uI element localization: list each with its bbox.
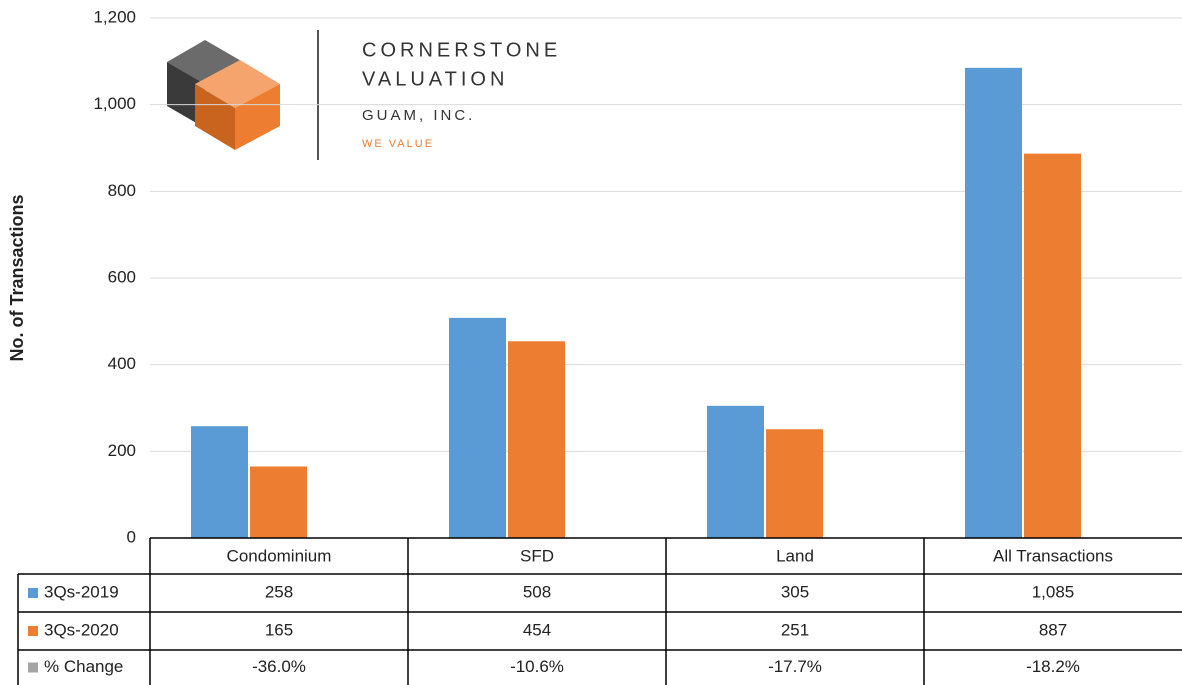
- table-cell: -36.0%: [252, 657, 306, 676]
- y-tick-label: 200: [108, 441, 136, 460]
- logo-text: VALUATION: [362, 68, 508, 90]
- logo-text: CORNERSTONE: [362, 39, 561, 61]
- bar: [449, 317, 506, 538]
- table-cell: 454: [523, 620, 551, 639]
- logo-text: GUAM, INC.: [362, 107, 475, 124]
- bar: [1024, 153, 1081, 538]
- table-cell: 251: [781, 620, 809, 639]
- table-cell: 305: [781, 582, 809, 601]
- table-cell: 258: [265, 582, 293, 601]
- y-tick-label: 800: [108, 181, 136, 200]
- bar: [965, 67, 1022, 538]
- legend-label: % Change: [44, 657, 123, 676]
- table-cell: -10.6%: [510, 657, 564, 676]
- table-cell: 887: [1039, 620, 1067, 639]
- x-tick-label: Land: [776, 546, 814, 565]
- y-tick-label: 600: [108, 267, 136, 286]
- y-tick-label: 1,000: [93, 94, 136, 113]
- legend-label: 3Qs-2020: [44, 620, 119, 639]
- legend-swatch: [28, 588, 38, 598]
- y-tick-label: 1,200: [93, 7, 136, 26]
- x-tick-label: All Transactions: [993, 546, 1113, 565]
- logo: CORNERSTONE VALUATION GUAM, INC. WE VALU…: [167, 30, 561, 160]
- legend-swatch: [28, 662, 38, 673]
- y-axis-label: No. of Transactions: [7, 194, 27, 361]
- x-tick-label: SFD: [520, 546, 554, 565]
- bar: [191, 426, 248, 538]
- y-tick-label: 0: [127, 527, 136, 546]
- bar: [766, 429, 823, 538]
- table-cell: -18.2%: [1026, 657, 1080, 676]
- table-cell: 165: [265, 620, 293, 639]
- table-cell: -17.7%: [768, 657, 822, 676]
- bar: [707, 405, 764, 538]
- bar: [508, 341, 565, 538]
- table-cell: 508: [523, 582, 551, 601]
- y-tick-label: 400: [108, 354, 136, 373]
- legend-swatch: [28, 626, 38, 636]
- legend-label: 3Qs-2019: [44, 582, 119, 601]
- x-tick-label: Condominium: [227, 546, 332, 565]
- bar: [250, 466, 307, 538]
- logo-tagline: WE VALUE: [362, 138, 434, 150]
- table-cell: 1,085: [1032, 582, 1075, 601]
